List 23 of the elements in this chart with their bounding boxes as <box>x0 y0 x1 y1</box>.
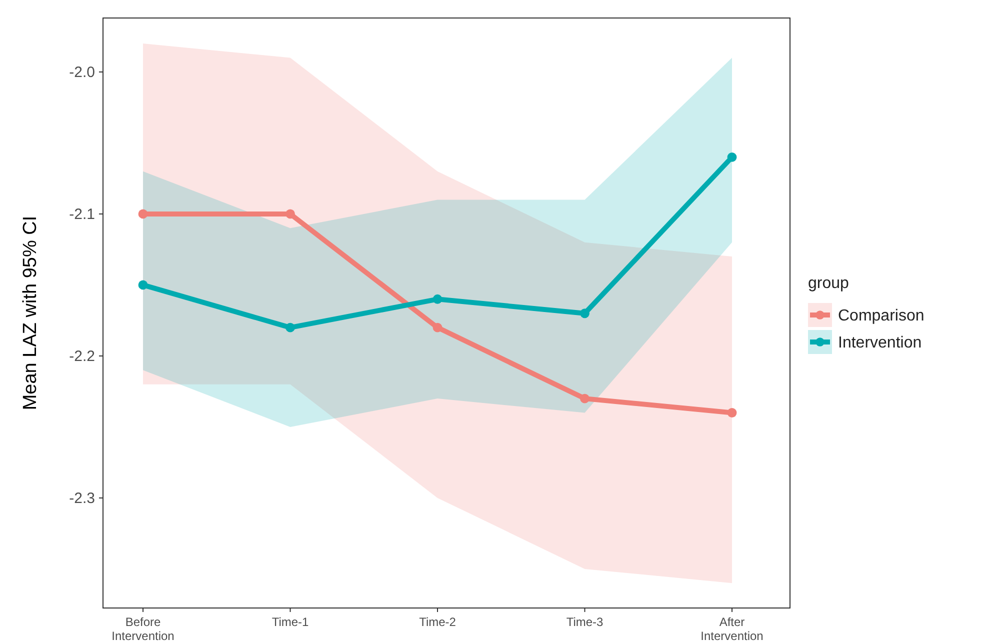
legend-title: group <box>808 275 850 292</box>
point <box>138 209 148 219</box>
point <box>432 322 442 332</box>
point <box>727 408 737 418</box>
point <box>286 209 295 219</box>
point <box>727 152 737 162</box>
legend-label: Intervention <box>838 334 922 352</box>
y-tick-label: -2.0 <box>69 64 95 82</box>
x-tick-label: Time-3 <box>566 615 604 629</box>
y-tick-label: -2.1 <box>69 206 95 224</box>
point <box>138 280 148 290</box>
point <box>580 308 590 318</box>
x-tick-label: Time-1 <box>272 615 310 629</box>
legend-label: Comparison <box>838 308 924 325</box>
x-tick-label: Before Intervention <box>112 615 174 643</box>
y-tick-label: -2.3 <box>69 490 95 508</box>
x-tick-label: After Intervention <box>700 615 764 643</box>
point <box>286 322 295 332</box>
x-tick-label: Time-2 <box>419 615 456 629</box>
point <box>432 294 442 304</box>
y-axis-title: Mean LAZ with 95% CI <box>20 216 41 410</box>
y-tick-label: -2.2 <box>69 348 95 366</box>
point <box>580 394 590 404</box>
